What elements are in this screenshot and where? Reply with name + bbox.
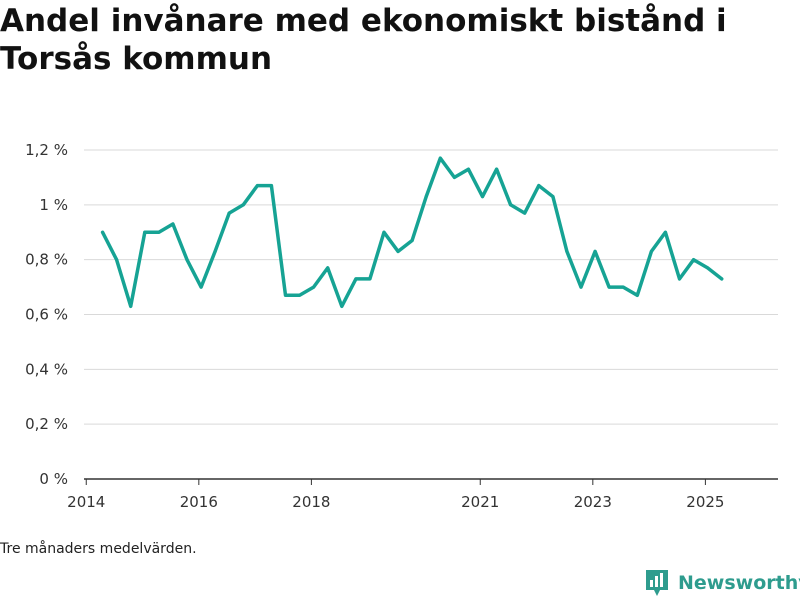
- data-point: [199, 285, 203, 289]
- data-point: [410, 238, 414, 242]
- x-axis-tick-labels: 2014 2016 2018 2021 2023 2025: [67, 493, 724, 511]
- data-point: [720, 277, 724, 281]
- brand-logo: Newsworthy: [644, 568, 800, 598]
- data-point: [284, 293, 288, 297]
- data-point: [340, 304, 344, 308]
- data-point: [523, 211, 527, 215]
- data-point: [269, 184, 273, 188]
- data-point: [452, 175, 456, 179]
- y-tick-label: 0,6 %: [25, 306, 68, 324]
- data-point: [537, 184, 541, 188]
- data-point: [185, 258, 189, 262]
- x-axis: [84, 478, 778, 485]
- data-point: [143, 230, 147, 234]
- data-point: [255, 184, 259, 188]
- x-tick-label: 2025: [686, 493, 724, 511]
- x-tick-label: 2023: [574, 493, 612, 511]
- data-point: [171, 222, 175, 226]
- data-point: [706, 266, 710, 270]
- data-point: [368, 277, 372, 281]
- x-tick-label: 2021: [461, 493, 499, 511]
- y-tick-label: 1,2 %: [25, 141, 68, 159]
- data-point: [326, 266, 330, 270]
- data-point: [438, 156, 442, 160]
- data-point: [663, 230, 667, 234]
- data-point: [593, 249, 597, 253]
- data-point: [495, 167, 499, 171]
- data-point: [312, 285, 316, 289]
- data-point: [551, 195, 555, 199]
- data-point: [129, 304, 133, 308]
- x-tick-label: 2014: [67, 493, 105, 511]
- chart-title: Andel invånare med ekonomiskt bistånd i …: [0, 3, 727, 77]
- newsworthy-logo-icon: [646, 570, 668, 596]
- y-axis-tick-labels: 0 % 0,2 % 0,4 % 0,6 % 0,8 % 1 % 1,2 %: [25, 141, 68, 488]
- y-tick-label: 0 %: [39, 470, 68, 488]
- brand-name: Newsworthy: [678, 572, 800, 594]
- chart-note: Tre månaders medelvärden.: [0, 541, 197, 557]
- series-layer: [100, 156, 724, 309]
- data-point: [579, 285, 583, 289]
- data-point: [298, 293, 302, 297]
- data-point: [635, 293, 639, 297]
- series-line: [100, 156, 724, 309]
- data-point: [241, 203, 245, 207]
- x-tick-label: 2018: [292, 493, 330, 511]
- x-tick-label: 2016: [180, 493, 218, 511]
- data-point: [424, 195, 428, 199]
- data-point: [509, 203, 513, 207]
- data-point: [115, 258, 119, 262]
- data-point: [382, 230, 386, 234]
- y-tick-label: 0,4 %: [25, 360, 68, 378]
- data-point: [213, 249, 217, 253]
- data-point: [481, 195, 485, 199]
- y-tick-label: 1 %: [39, 196, 68, 214]
- data-point: [649, 249, 653, 253]
- y-tick-label: 0,8 %: [25, 251, 68, 269]
- y-tick-label: 0,2 %: [25, 415, 68, 433]
- data-point: [565, 249, 569, 253]
- data-point: [354, 277, 358, 281]
- data-point: [607, 285, 611, 289]
- data-point: [396, 249, 400, 253]
- data-point: [227, 211, 231, 215]
- grid-lines: [84, 149, 778, 425]
- data-point: [466, 167, 470, 171]
- data-point: [621, 285, 625, 289]
- data-point: [157, 230, 161, 234]
- data-point: [101, 230, 105, 234]
- data-point: [692, 258, 696, 262]
- data-point: [678, 277, 682, 281]
